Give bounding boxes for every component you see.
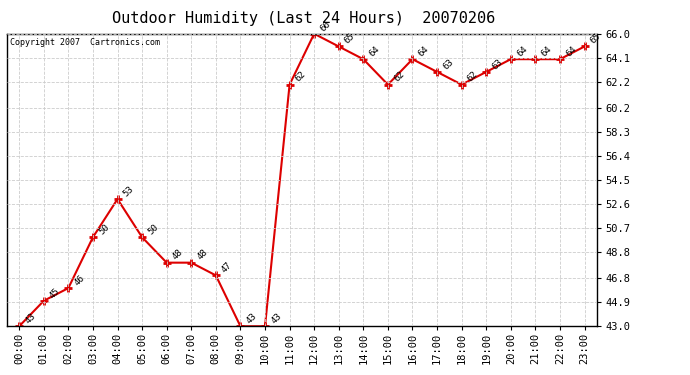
Text: 66: 66 [318, 19, 333, 33]
Text: 64: 64 [564, 45, 578, 58]
Text: Copyright 2007  Cartronics.com: Copyright 2007 Cartronics.com [10, 38, 160, 47]
Text: 43: 43 [269, 312, 283, 326]
Text: 45: 45 [48, 286, 62, 300]
Text: 48: 48 [195, 248, 209, 262]
Text: 65: 65 [343, 32, 357, 46]
Text: 65: 65 [589, 32, 602, 46]
Text: 64: 64 [368, 45, 382, 58]
Text: 50: 50 [146, 222, 160, 237]
Text: 63: 63 [491, 57, 504, 71]
Text: 43: 43 [23, 312, 37, 326]
Text: 50: 50 [97, 222, 111, 237]
Text: 53: 53 [121, 184, 136, 198]
Text: 43: 43 [244, 312, 259, 326]
Text: 62: 62 [466, 70, 480, 84]
Text: 64: 64 [417, 45, 431, 58]
Text: 64: 64 [515, 45, 529, 58]
Text: 62: 62 [392, 70, 406, 84]
Text: 62: 62 [294, 70, 308, 84]
Text: 46: 46 [72, 273, 86, 287]
Text: Outdoor Humidity (Last 24 Hours)  20070206: Outdoor Humidity (Last 24 Hours) 2007020… [112, 11, 495, 26]
Text: 63: 63 [441, 57, 455, 71]
Text: 48: 48 [171, 248, 185, 262]
Text: 64: 64 [540, 45, 553, 58]
Text: 47: 47 [220, 261, 234, 274]
